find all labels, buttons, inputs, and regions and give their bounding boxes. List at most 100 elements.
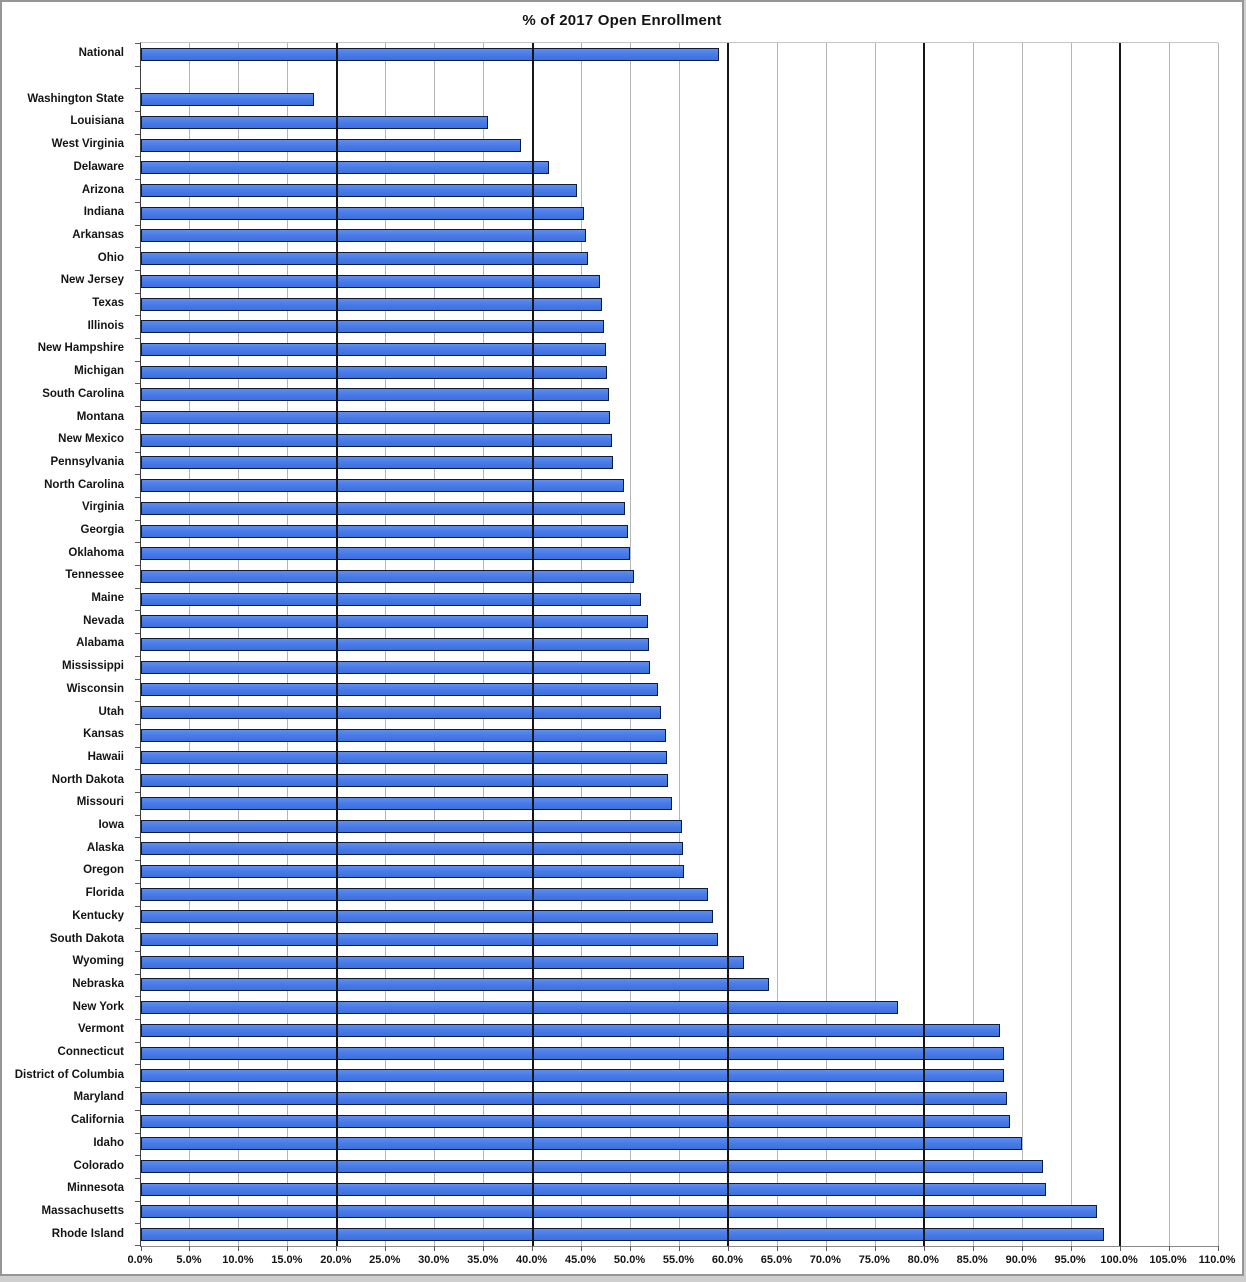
category-label: Illinois (87, 319, 124, 332)
y-axis-tick (135, 905, 140, 907)
y-axis-tick (135, 882, 140, 884)
y-axis-tick (135, 451, 140, 453)
bar-national (141, 47, 719, 61)
x-axis-tick (972, 1246, 974, 1251)
y-axis-tick (135, 360, 140, 362)
bar-maine (141, 592, 642, 606)
category-label: Texas (92, 297, 124, 310)
category-label: Tennessee (65, 569, 124, 582)
y-axis-tick (135, 1041, 140, 1043)
bar-vermont (141, 1023, 1000, 1037)
bar-oregon (141, 864, 685, 878)
bar-south-dakota (141, 933, 718, 947)
y-axis-tick (135, 1019, 140, 1021)
x-tick-label: 0.0% (127, 1254, 153, 1266)
bar-pennsylvania (141, 456, 613, 470)
category-label: Montana (76, 410, 124, 423)
category-label: Kansas (83, 728, 124, 741)
y-axis-tick (135, 723, 140, 725)
y-axis-tick (135, 292, 140, 294)
minor-gridline (1168, 43, 1170, 1246)
bar-hawaii (141, 751, 667, 765)
bar-new-mexico (141, 433, 612, 447)
x-axis-tick (825, 1246, 827, 1251)
x-axis-labels: 0.0% 5.0% 10.0% 15.0% 20.0% 25.0% 30.0% 35.0% 40… (127, 1254, 1235, 1274)
bar-tennessee (141, 569, 635, 583)
bar-wyoming (141, 955, 745, 969)
x-axis-tick (287, 1246, 289, 1251)
x-tick-label: 50.0% (613, 1254, 646, 1266)
x-tick-label: 20.0% (320, 1254, 352, 1266)
bar-illinois (141, 320, 605, 334)
x-axis-tick (434, 1246, 436, 1251)
y-axis-tick (135, 996, 140, 998)
y-axis-tick (135, 587, 140, 589)
x-axis-tick (532, 1246, 534, 1251)
y-axis-tick (135, 247, 140, 249)
y-axis-tick (135, 179, 140, 181)
y-axis-tick (135, 678, 140, 680)
x-tick-label: 60.0% (711, 1254, 744, 1266)
bar-north-dakota (141, 774, 668, 788)
category-label: Oregon (83, 864, 124, 877)
bar-north-carolina (141, 479, 624, 493)
y-axis-tick (135, 65, 140, 67)
bar-arizona (141, 184, 577, 198)
bar-delaware (141, 161, 550, 175)
category-label: Vermont (77, 1023, 124, 1036)
category-label: Connecticut (57, 1046, 124, 1059)
minor-gridline (679, 43, 680, 1246)
y-axis-tick (135, 338, 140, 340)
major-gridline (923, 43, 926, 1246)
bar-louisiana (141, 115, 488, 129)
bar-ohio (141, 252, 589, 266)
bar-new-jersey (141, 274, 601, 288)
y-axis-tick (135, 1087, 140, 1089)
x-axis-tick (679, 1246, 680, 1251)
x-axis-tick (1119, 1246, 1121, 1251)
category-label: Hawaii (87, 750, 124, 763)
major-gridline (1119, 43, 1122, 1246)
y-axis-tick (135, 406, 140, 408)
category-label: South Carolina (42, 387, 124, 400)
major-gridline (335, 43, 338, 1246)
bar-kentucky (141, 910, 713, 924)
y-axis-tick (135, 315, 140, 317)
x-tick-label: 100.0% (1100, 1254, 1138, 1266)
y-axis-tick (135, 633, 140, 635)
x-axis-tick (140, 1246, 142, 1251)
y-axis-tick (135, 610, 140, 612)
x-tick-label: 25.0% (369, 1254, 401, 1266)
y-axis-tick (135, 1109, 140, 1111)
category-label: Alaska (86, 841, 124, 854)
y-axis-tick (135, 201, 140, 203)
bar-west-virginia (141, 138, 521, 152)
category-label: Iowa (98, 819, 124, 832)
category-label: Utah (98, 705, 124, 718)
y-axis-tick (135, 88, 140, 90)
minor-gridline (825, 43, 827, 1246)
bar-new-hampshire (141, 342, 607, 356)
category-label: Nebraska (72, 977, 124, 990)
x-axis-tick (581, 1246, 583, 1251)
chart-title: % of 2017 Open Enrollment (522, 12, 722, 29)
category-label: Kentucky (72, 909, 124, 922)
y-axis-tick (135, 701, 140, 703)
y-axis-tick (135, 519, 140, 521)
bar-nebraska (141, 978, 769, 992)
minor-gridline (1217, 43, 1219, 1246)
y-axis-tick (135, 269, 140, 271)
x-tick-label: 105.0% (1149, 1254, 1187, 1266)
category-label: Louisiana (70, 115, 124, 128)
y-axis-tick (135, 655, 140, 657)
y-axis-tick (135, 746, 140, 748)
bar-mississippi (141, 660, 651, 674)
bar-georgia (141, 524, 628, 538)
x-tick-label: 85.0% (956, 1254, 988, 1266)
x-tick-label: 110.0% (1198, 1254, 1236, 1266)
bar-alaska (141, 842, 684, 856)
minor-gridline (972, 43, 974, 1246)
bar-nevada (141, 615, 649, 629)
category-label: California (70, 1114, 124, 1127)
